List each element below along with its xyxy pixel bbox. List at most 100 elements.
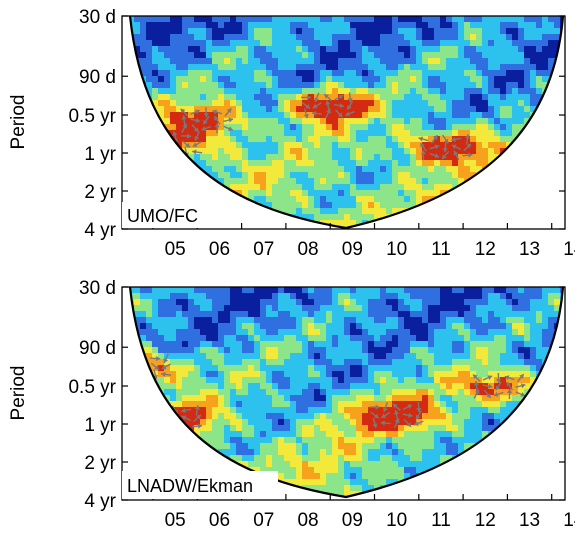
heatmap-cell [212, 389, 219, 396]
heatmap-cell [188, 28, 195, 35]
heatmap-cell [368, 449, 375, 456]
heatmap-cell [482, 76, 489, 83]
heatmap-cell [350, 196, 357, 203]
heatmap-cell [446, 395, 453, 402]
heatmap-cell [158, 383, 165, 390]
heatmap-cell [272, 443, 279, 450]
heatmap-cell [320, 208, 327, 215]
heatmap-cell [356, 377, 363, 384]
heatmap-cell [434, 293, 441, 300]
heatmap-cell [164, 389, 171, 396]
heatmap-cell [302, 419, 309, 426]
heatmap-cell [404, 425, 411, 432]
heatmap-cell [242, 341, 249, 348]
heatmap-cell [308, 293, 315, 300]
heatmap-cell [188, 22, 195, 29]
heatmap-cell [212, 154, 219, 161]
heatmap-cell [272, 461, 279, 468]
heatmap-cell [218, 22, 225, 29]
heatmap-cell [212, 413, 219, 420]
heatmap-cell [398, 413, 405, 420]
heatmap-cell [470, 431, 477, 438]
heatmap-cell [356, 136, 363, 143]
heatmap-cell [476, 154, 483, 161]
heatmap-cell [284, 166, 291, 173]
heatmap-cell [512, 46, 519, 53]
heatmap-cell [242, 88, 249, 95]
heatmap-cell [440, 455, 447, 462]
phase-arrow [420, 150, 426, 161]
heatmap-cell [416, 94, 423, 101]
heatmap-cell [272, 88, 279, 95]
heatmap-cell [464, 299, 471, 306]
heatmap-cell [224, 46, 231, 53]
heatmap-cell [488, 106, 495, 113]
heatmap-cell [260, 419, 267, 426]
heatmap-cell [278, 118, 285, 125]
heatmap-cell [320, 317, 327, 324]
heatmap-cell [248, 148, 255, 155]
heatmap-cell [260, 160, 267, 167]
heatmap-cell [332, 293, 339, 300]
heatmap-cell [440, 178, 447, 185]
heatmap-cell [404, 347, 411, 354]
heatmap-cell [326, 371, 333, 378]
heatmap-cell [266, 148, 273, 155]
heatmap-cell [380, 425, 387, 432]
heatmap-cell [464, 76, 471, 83]
heatmap-cell [212, 335, 219, 342]
heatmap-cell [488, 124, 495, 131]
heatmap-cell [200, 112, 207, 119]
heatmap-cell [158, 317, 165, 324]
heatmap-cell [362, 172, 369, 179]
heatmap-cell [368, 329, 375, 336]
heatmap-cell [332, 377, 339, 384]
heatmap-cell [512, 329, 519, 336]
heatmap-cell [458, 293, 465, 300]
heatmap-cell [404, 395, 411, 402]
heatmap-cell [260, 461, 267, 468]
heatmap-cell [236, 112, 243, 119]
heatmap-cell [326, 347, 333, 354]
heatmap-cell [440, 184, 447, 191]
heatmap-cell [278, 413, 285, 420]
heatmap-cell [242, 22, 249, 29]
heatmap-cell [362, 100, 369, 107]
heatmap-cell [194, 58, 201, 65]
heatmap-cell [524, 22, 531, 29]
heatmap-cell [236, 52, 243, 59]
heatmap-cell [278, 202, 285, 209]
heatmap-cell [380, 293, 387, 300]
heatmap-cell [242, 82, 249, 89]
heatmap-cell [230, 40, 237, 47]
heatmap-cell [338, 335, 345, 342]
phase-arrow [345, 110, 355, 117]
heatmap-cell [230, 166, 237, 173]
heatmap-cell [290, 88, 297, 95]
heatmap-cell [296, 377, 303, 384]
heatmap-cell [254, 377, 261, 384]
heatmap-cell [386, 58, 393, 65]
heatmap-cell [440, 389, 447, 396]
heatmap-cell [332, 136, 339, 143]
heatmap-cell [332, 82, 339, 89]
heatmap-cell [326, 154, 333, 161]
heatmap-cell [470, 28, 477, 35]
heatmap-cell [398, 449, 405, 456]
heatmap-cell [230, 22, 237, 29]
phase-arrow [190, 109, 201, 115]
heatmap-cell [518, 323, 525, 330]
heatmap-cell [482, 22, 489, 29]
heatmap-cell [500, 34, 507, 41]
heatmap-cell [386, 154, 393, 161]
heatmap-cell [158, 329, 165, 336]
heatmap-cell [530, 293, 537, 300]
heatmap-cell [458, 299, 465, 306]
heatmap-cell [332, 214, 339, 221]
heatmap-cell [290, 311, 297, 318]
heatmap-cell [272, 136, 279, 143]
heatmap-cell [440, 16, 447, 23]
heatmap-cell [290, 34, 297, 41]
heatmap-cell [338, 58, 345, 65]
heatmap-cell [458, 118, 465, 125]
